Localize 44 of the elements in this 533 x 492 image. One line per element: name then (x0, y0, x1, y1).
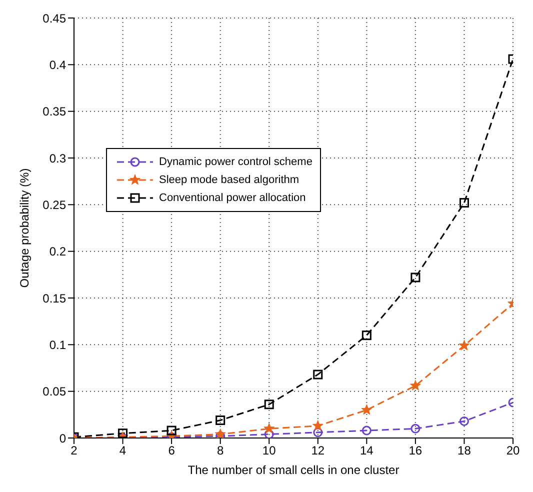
point (313, 428, 323, 438)
y-tick-label: 0.15 (42, 291, 66, 306)
point (216, 416, 226, 426)
point (362, 330, 372, 340)
legend-label: Conventional power allocation (159, 192, 306, 204)
x-tick-label: 18 (458, 444, 472, 458)
point (458, 340, 470, 350)
y-tick-label: 0.2 (49, 244, 66, 259)
x-tick-label: 12 (311, 444, 325, 458)
point (264, 422, 275, 434)
y-tick-label: 0.45 (42, 11, 66, 26)
point (118, 428, 128, 438)
point (459, 416, 469, 426)
x-tick-label: 8 (216, 444, 224, 458)
x-tick-label: 6 (168, 444, 176, 458)
y-tick-label: 0.3 (49, 151, 66, 166)
y-tick-label: 0.1 (49, 338, 66, 352)
y-axis-title: Outage probability (%) (17, 168, 32, 288)
legend-label: Dynamic power control scheme (159, 156, 312, 168)
x-tick-label: 16 (408, 444, 422, 458)
y-tick-label: 0.4 (49, 58, 66, 72)
x-tick-label: 4 (119, 444, 126, 458)
y-tick-label: 0.35 (42, 104, 66, 119)
y-tick-label: 0 (59, 431, 66, 446)
legend-label: Sleep mode based algorithm (159, 174, 300, 186)
point (166, 426, 176, 436)
x-tick-label: 10 (262, 444, 276, 458)
point (362, 426, 372, 436)
x-tick-label: 20 (506, 444, 520, 458)
point (410, 380, 421, 390)
x-axis-title: The number of small cells in one cluster (188, 463, 400, 477)
point (410, 272, 420, 282)
point (264, 400, 274, 410)
point (361, 404, 372, 415)
point (312, 420, 324, 431)
point (264, 430, 274, 438)
y-tick-label: 0.05 (42, 384, 66, 399)
x-tick-label: 2 (70, 444, 78, 458)
point (214, 428, 226, 438)
y-tick-label: 0.25 (42, 198, 66, 212)
point (313, 370, 323, 380)
x-tick-label: 14 (360, 444, 374, 458)
point (410, 424, 420, 434)
point (459, 198, 469, 208)
